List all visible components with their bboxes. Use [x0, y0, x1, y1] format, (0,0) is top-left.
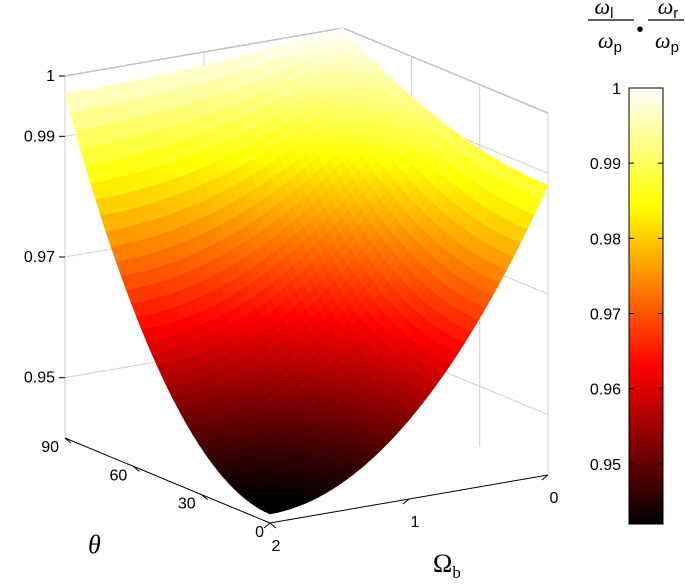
svg-text:ωp: ωp: [655, 28, 679, 56]
colorbar-tick-label: 1: [612, 81, 621, 98]
theta-axis-ticks: 0 30 60 90: [41, 437, 277, 541]
z-axis-ticks: 0.95 0.97 0.99 1: [24, 68, 65, 387]
theta-tick-label: 0: [255, 524, 264, 541]
svg-text:ωp: ωp: [598, 28, 622, 56]
z-tick-label: 1: [46, 68, 55, 85]
omega-axis-label: Ωb: [433, 549, 461, 582]
svg-text:•: •: [636, 19, 643, 41]
omega-tick-label: 2: [272, 538, 281, 555]
colorbar-tick-label: 0.98: [590, 231, 621, 248]
theta-tick-label: 60: [110, 467, 128, 484]
theta-tick-mark: [64, 437, 72, 444]
omega-tick-mark: [541, 474, 549, 481]
surface-mesh: [64, 27, 549, 515]
omega-tick-label: 1: [411, 514, 420, 531]
colorbar-tick-label: 0.97: [590, 307, 621, 324]
omega-tick-mark: [263, 522, 271, 529]
theta-axis-label: θ: [88, 530, 101, 559]
svg-text:ωr: ωr: [658, 0, 679, 22]
colorbar-tick-label: 0.95: [590, 457, 621, 474]
colorbar-tick-label: 0.96: [590, 382, 621, 399]
colorbar-title: ωl ωp • ωr ωp: [588, 0, 684, 56]
omega-axis-ticks: 0 1 2: [263, 474, 559, 555]
z-tick-label: 0.97: [24, 249, 55, 266]
theta-tick-label: 30: [178, 496, 196, 513]
z-tick-label: 0.95: [24, 370, 55, 387]
omega-tick-label: 0: [550, 490, 559, 507]
omega-tick-mark: [402, 498, 410, 505]
theta-tick-mark: [201, 494, 208, 501]
theta-tick-mark: [133, 465, 140, 472]
svg-text:ωl: ωl: [595, 0, 614, 22]
z-tick-label: 0.99: [24, 128, 55, 145]
colorbar-ticks: 0.95 0.96 0.97 0.98 0.99 1: [590, 81, 663, 474]
theta-tick-label: 90: [41, 439, 59, 456]
colorbar: [628, 87, 664, 525]
colorbar-tick-label: 0.99: [590, 156, 621, 173]
surface-patch: [263, 509, 278, 515]
theta-tick-mark: [269, 522, 277, 529]
